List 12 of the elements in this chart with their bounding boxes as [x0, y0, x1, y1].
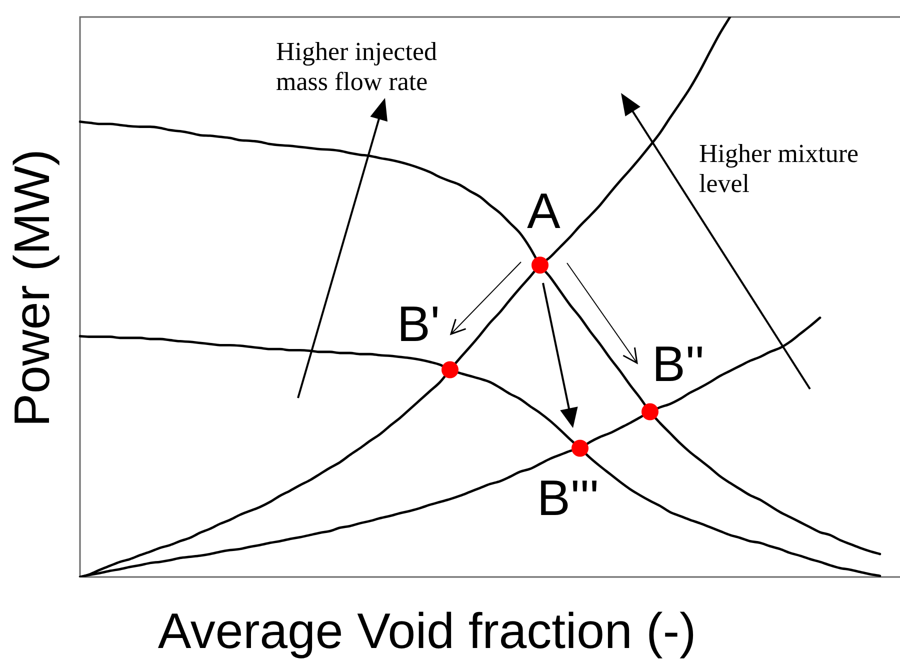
- x-axis-title: Average Void fraction (-): [158, 603, 696, 659]
- point: [532, 256, 548, 274]
- series-label: A: [527, 183, 561, 240]
- series-label: B'': [652, 336, 704, 392]
- annotation: Higher mixture level: [699, 139, 859, 198]
- annotation: Higher injected mass flow rate: [276, 37, 437, 96]
- point: [572, 440, 588, 457]
- y-axis-title: Power (MW): [4, 149, 60, 427]
- point: [442, 361, 458, 378]
- point: [642, 403, 658, 420]
- series-label: B': [397, 296, 440, 352]
- series-label: B''': [537, 470, 599, 526]
